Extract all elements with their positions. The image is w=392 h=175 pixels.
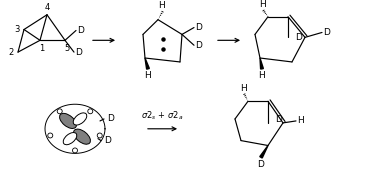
Text: D: D	[275, 116, 282, 124]
Ellipse shape	[63, 132, 77, 145]
Text: H: H	[159, 1, 165, 10]
Text: D: D	[76, 48, 82, 57]
Ellipse shape	[97, 133, 102, 138]
Ellipse shape	[73, 148, 78, 153]
Text: D: D	[295, 33, 302, 42]
Polygon shape	[145, 58, 149, 69]
Text: D: D	[323, 28, 330, 37]
Text: D: D	[105, 136, 111, 145]
Ellipse shape	[60, 113, 76, 128]
Text: H: H	[298, 116, 304, 125]
Text: H: H	[241, 84, 247, 93]
Ellipse shape	[73, 113, 87, 125]
Text: 1: 1	[39, 44, 45, 53]
Ellipse shape	[74, 129, 91, 144]
Text: 2: 2	[8, 48, 14, 57]
Ellipse shape	[88, 109, 93, 114]
Text: H: H	[145, 71, 151, 80]
Ellipse shape	[57, 109, 62, 114]
Ellipse shape	[48, 133, 53, 138]
Text: $\sigma$2$_s$ + $\sigma$2$_a$: $\sigma$2$_s$ + $\sigma$2$_a$	[141, 110, 183, 122]
Text: 3: 3	[15, 25, 20, 34]
Text: D: D	[258, 160, 265, 169]
Text: D: D	[196, 23, 202, 32]
Text: 5: 5	[64, 44, 70, 53]
Text: 4: 4	[44, 3, 50, 12]
Text: D: D	[196, 41, 202, 50]
Text: D: D	[78, 26, 84, 35]
Polygon shape	[260, 145, 268, 158]
Text: D: D	[107, 114, 114, 124]
Text: H: H	[259, 71, 265, 80]
Polygon shape	[260, 58, 263, 69]
Text: H: H	[260, 0, 267, 9]
